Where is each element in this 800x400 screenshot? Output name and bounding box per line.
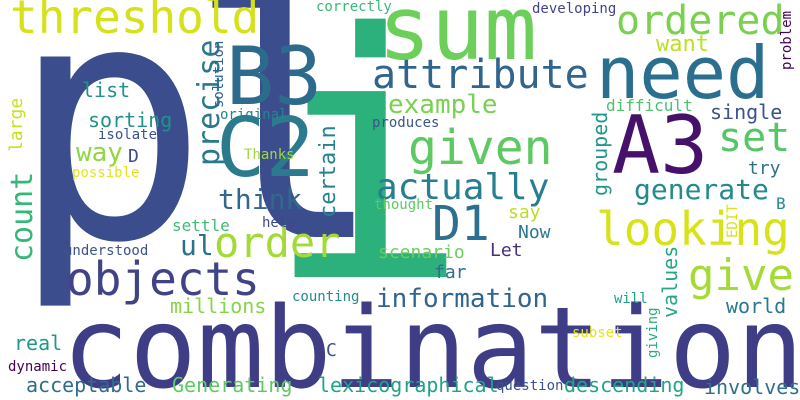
word-original: original <box>220 107 288 123</box>
word-generate: generate <box>634 173 769 206</box>
word-example: example <box>388 90 498 120</box>
word-way: way <box>76 138 123 168</box>
word-developing: developing <box>532 1 617 17</box>
word-settle: settle <box>172 216 230 235</box>
word-sorting: sorting <box>88 108 173 132</box>
word-counting: counting <box>292 289 360 305</box>
word-count: count <box>5 171 40 262</box>
word-let: Let <box>490 240 523 261</box>
word-problem: problem <box>779 10 795 70</box>
word-try: try <box>748 158 781 179</box>
word-ordered: ordered <box>616 0 785 44</box>
word-isolate: isolate <box>98 127 158 143</box>
word-d1: D1 <box>432 196 490 252</box>
word-generating: Generating <box>172 373 293 397</box>
word-acceptable: acceptable <box>26 373 147 397</box>
word-millions: millions <box>170 294 267 318</box>
word-give: give <box>688 250 794 301</box>
word-combination: combination <box>62 284 800 400</box>
word-threshold: threshold <box>10 0 260 44</box>
word-set: set <box>718 115 791 161</box>
word-want: want <box>656 32 709 57</box>
word-looking: looking <box>596 202 790 256</box>
word-grouped: grouped <box>588 111 612 196</box>
word-dynamic: dynamic <box>8 359 68 375</box>
word-possible: possible <box>72 165 140 181</box>
word-b3: B3 <box>226 30 323 123</box>
word-think: think <box>218 183 303 216</box>
word-a3: A3 <box>612 99 709 192</box>
word-involves: involves <box>704 375 800 399</box>
word-information: information <box>376 284 549 314</box>
word-pl: pl <box>10 0 385 315</box>
word-values: values <box>658 245 682 318</box>
word-ul: ul <box>180 229 214 262</box>
word-lexicographical: lexicographical <box>318 373 499 397</box>
word-given: given <box>408 120 553 176</box>
word-correctly: correctly <box>316 0 392 15</box>
word-will: will <box>614 291 648 307</box>
word-thought: thought <box>374 197 434 213</box>
word-actually: actually <box>376 167 550 208</box>
word-need: need <box>596 31 770 115</box>
word-c-small: C <box>326 340 337 361</box>
word-subset: subset <box>572 325 623 341</box>
word-sum: sum <box>378 0 537 80</box>
word-attribute: attribute <box>372 52 589 98</box>
word-solution: solution <box>211 40 227 108</box>
word-giving: giving <box>645 307 661 358</box>
word-d-small: D <box>128 146 139 167</box>
word-thanks: Thanks <box>244 147 295 163</box>
word-single: single <box>710 100 783 124</box>
word-real: real <box>14 331 63 355</box>
word-order: order <box>214 218 341 267</box>
word-objects: objects <box>66 252 260 306</box>
word-world: world <box>726 294 787 318</box>
word-c2: C2 <box>216 101 315 196</box>
word-b-small: B <box>776 194 786 213</box>
word-say: say <box>508 202 541 223</box>
word-i: i <box>265 0 470 358</box>
word-certain: certain <box>316 125 341 218</box>
word-large: large <box>6 97 27 152</box>
word-question: question <box>496 378 564 394</box>
word-difficult: difficult <box>606 96 693 115</box>
word-scenario: scenario <box>378 242 465 263</box>
word-descending: descending <box>564 373 685 397</box>
word-understood: understood <box>64 243 149 259</box>
word-now: Now <box>518 222 551 243</box>
word-help: help <box>262 215 296 231</box>
word-edit: EDIT <box>725 204 741 238</box>
word-produces: produces <box>372 115 440 131</box>
word-far: far <box>434 262 467 283</box>
word-list: list <box>82 78 131 102</box>
